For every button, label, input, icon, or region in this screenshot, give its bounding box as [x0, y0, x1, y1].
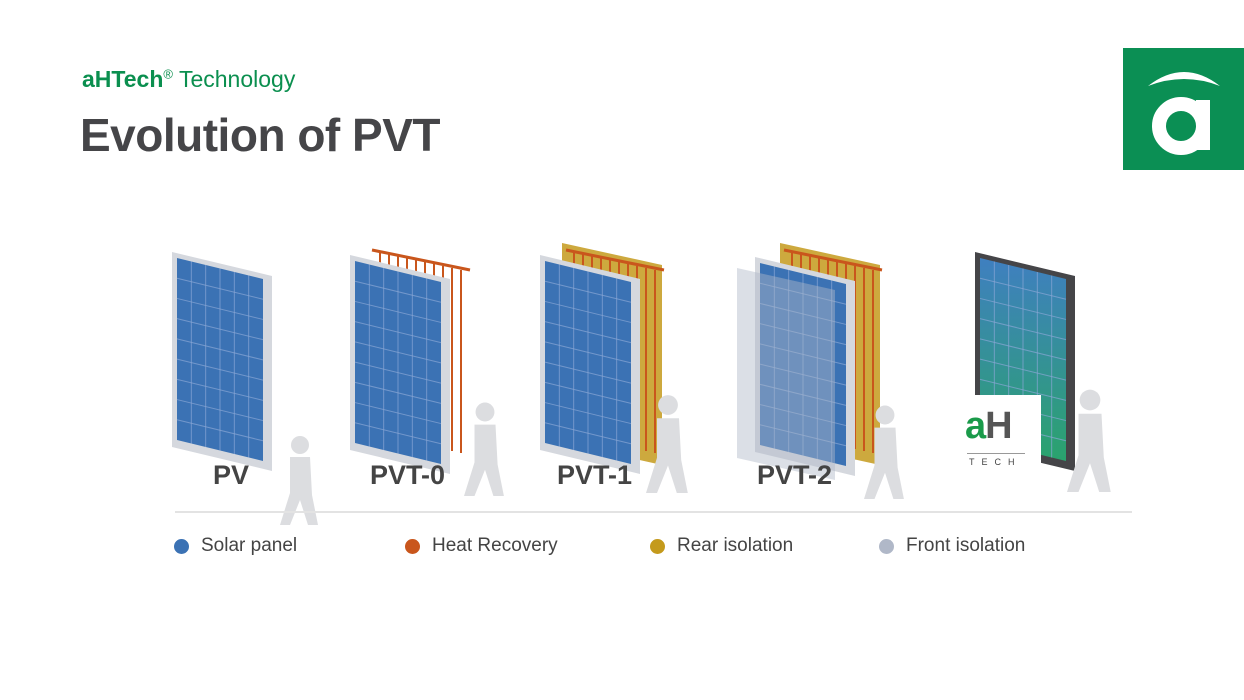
front-isolation	[737, 268, 835, 480]
cell-line	[759, 383, 847, 406]
cell-line	[544, 300, 632, 323]
cell-line	[979, 358, 1067, 381]
cell-line	[176, 399, 264, 422]
brand-name: aHTech	[82, 66, 164, 92]
legend-item-solar-panel: Solar panel	[174, 535, 297, 557]
badge-main: aH	[965, 405, 1013, 448]
cell-line	[759, 363, 847, 386]
heat-pipe-header	[371, 248, 471, 272]
legend-label: Solar panel	[201, 535, 298, 556]
divider	[175, 511, 1132, 513]
cell-line	[354, 321, 442, 344]
cell-line	[354, 300, 442, 323]
legend-dot-icon	[650, 538, 665, 554]
cell-line	[354, 341, 442, 364]
badge-sub: TECH	[969, 457, 1022, 467]
page-title: Evolution of PVT	[80, 109, 440, 161]
cell-line	[979, 338, 1067, 361]
stage-label-pv: PV	[213, 460, 250, 490]
cell-line	[544, 280, 632, 303]
cell-line	[176, 277, 264, 300]
cell-line	[354, 422, 442, 445]
cell-line	[759, 323, 847, 346]
legend-item-front-isolation: Front isolation	[879, 535, 1025, 557]
cell-line	[544, 422, 632, 445]
badge-h: H	[985, 405, 1012, 447]
human-silhouette-head	[1079, 389, 1101, 411]
cell-line	[544, 361, 632, 384]
stage-label-pvt-0: PVT-0	[370, 460, 446, 490]
cell-line	[759, 282, 847, 305]
cell-line	[759, 343, 847, 366]
human-silhouette-head	[291, 436, 309, 454]
cell-line	[176, 378, 264, 401]
legend-item-rear-isolation: Rear isolation	[650, 535, 793, 557]
cell-line	[979, 318, 1067, 341]
cell-line	[979, 378, 1067, 401]
legend-label: Rear isolation	[677, 535, 794, 556]
stage-label-pvt-1: PVT-1	[557, 460, 633, 490]
badge-a: a	[965, 405, 986, 447]
cell-line	[759, 424, 847, 447]
legend-dot-icon	[879, 538, 894, 554]
cell-line	[354, 381, 442, 404]
cell-line	[176, 358, 264, 381]
cell-line	[544, 321, 632, 344]
human-silhouette-head	[658, 395, 678, 415]
ahtech-badge: aH TECH	[955, 395, 1041, 473]
cell-line	[979, 297, 1067, 320]
cell-line	[979, 277, 1067, 300]
cell-line	[759, 302, 847, 325]
stage-label-pvt-2: PVT-2	[757, 460, 833, 490]
legend-dot-icon	[174, 538, 189, 554]
ahtech-logo	[1123, 48, 1244, 170]
cell-line	[544, 341, 632, 364]
legend-item-heat-recovery: Heat Recovery	[405, 535, 558, 557]
cell-line	[354, 280, 442, 303]
legend-label: Front isolation	[906, 535, 1026, 556]
heat-pipe-header	[783, 248, 883, 272]
cell-line	[544, 402, 632, 425]
cell-line	[176, 297, 264, 320]
subtitle-text: Technology	[172, 66, 296, 92]
cell-line	[354, 402, 442, 425]
subtitle: aHTech® Technology	[82, 66, 295, 93]
legend-label: Heat Recovery	[432, 535, 558, 556]
cell-line	[759, 404, 847, 427]
logo-a-icon	[1148, 72, 1220, 155]
human-silhouette-body	[1067, 413, 1111, 492]
cell-line	[354, 361, 442, 384]
human-silhouette-body	[864, 427, 904, 499]
human-silhouette-body	[646, 418, 688, 493]
cell-line	[176, 338, 264, 361]
heat-pipe-header	[565, 248, 665, 272]
cell-line	[544, 381, 632, 404]
cell-line	[176, 419, 264, 442]
registered-mark: ®	[163, 66, 173, 82]
human-silhouette-body	[464, 424, 504, 496]
human-silhouette-head	[875, 405, 895, 425]
legend-dot-icon	[405, 538, 420, 554]
human-silhouette-head	[475, 402, 495, 422]
human-silhouette-body	[280, 457, 318, 525]
cell-line	[176, 318, 264, 341]
